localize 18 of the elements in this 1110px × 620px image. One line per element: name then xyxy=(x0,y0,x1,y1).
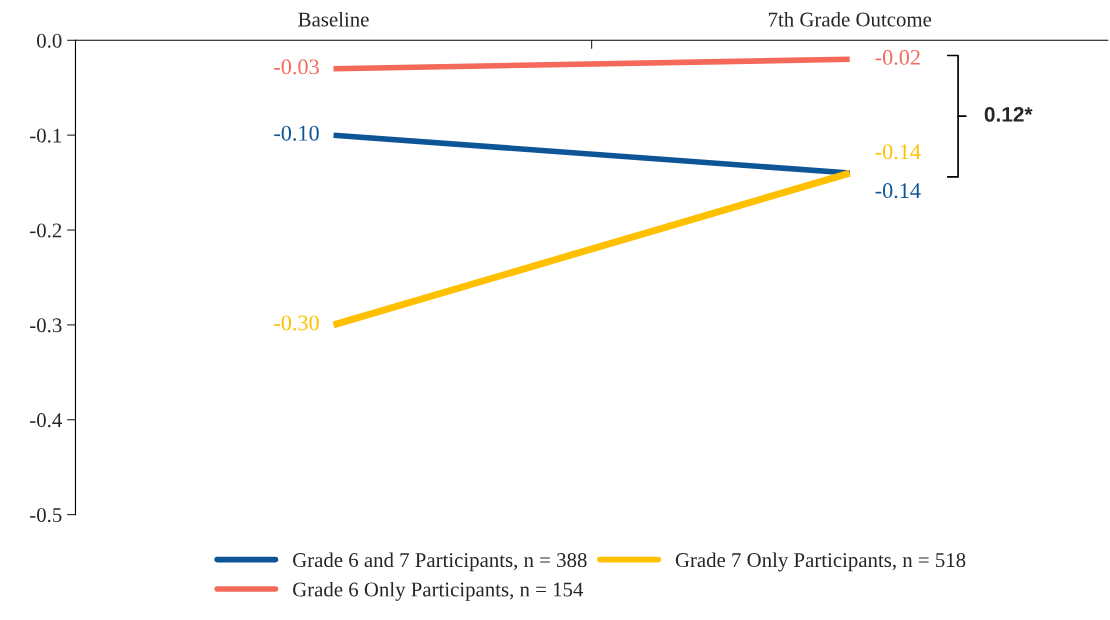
data-label: -0.10 xyxy=(274,125,319,141)
y-tick-label: -0.2 xyxy=(30,223,62,238)
data-label: -0.30 xyxy=(274,315,319,331)
data-label: -0.14 xyxy=(875,183,921,199)
x-tick-label: Baseline xyxy=(298,11,369,27)
data-label: -0.03 xyxy=(274,59,319,75)
x-tick-label: 7th Grade Outcome xyxy=(768,11,932,27)
y-tick-label: -0.3 xyxy=(30,318,62,333)
y-tick-label: -0.4 xyxy=(30,413,62,428)
data-label: -0.14 xyxy=(875,144,921,160)
y-tick-label: -0.5 xyxy=(30,507,62,523)
legend-label: Grade 6 and 7 Participants, n = 388 xyxy=(293,552,587,572)
data-label: -0.02 xyxy=(875,49,920,65)
y-tick-label: 0.0 xyxy=(37,33,62,48)
legend-label: Grade 6 Only Participants, n = 154 xyxy=(293,581,584,601)
legend-label: Grade 7 Only Participants, n = 518 xyxy=(675,552,966,572)
y-tick-label: -0.1 xyxy=(30,128,62,143)
annotation: 0.12* xyxy=(984,107,1033,122)
